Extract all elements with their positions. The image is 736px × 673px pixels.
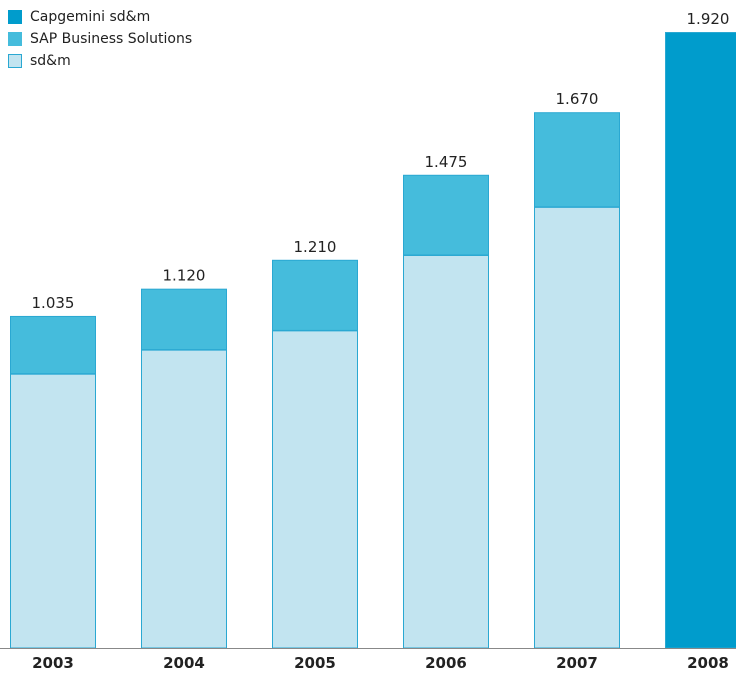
total-label-2008: 1.920	[687, 10, 730, 28]
legend-swatch-sdm	[8, 54, 22, 68]
legend-label: SAP Business Solutions	[30, 31, 193, 47]
legend-item-sap: SAP Business Solutions	[8, 28, 192, 50]
bar-sd-m-2006	[403, 254, 489, 649]
bar-sap-business-solutions-2005	[272, 259, 358, 331]
bar-sd-m-2004	[141, 349, 227, 649]
legend-item-sdm: sd&m	[8, 50, 192, 72]
bar-sap-business-solutions-2006	[403, 174, 489, 256]
legend: Capgemini sd&m SAP Business Solutions sd…	[8, 6, 192, 72]
bar-sap-business-solutions-2004	[141, 288, 227, 351]
category-label-2007: 2007	[556, 654, 598, 672]
bar-sap-business-solutions-2003	[10, 315, 96, 375]
legend-label: Capgemini sd&m	[30, 9, 151, 25]
category-label-2005: 2005	[294, 654, 336, 672]
category-label-2008: 2008	[687, 654, 729, 672]
total-label-2006: 1.475	[425, 153, 468, 171]
bar-sd-m-2003	[10, 373, 96, 649]
total-label-2004: 1.120	[163, 267, 206, 285]
legend-label: sd&m	[30, 53, 71, 69]
bar-sd-m-2005	[272, 330, 358, 649]
legend-swatch-sap	[8, 32, 22, 46]
bar-sap-business-solutions-2007	[534, 112, 620, 208]
category-label-2003: 2003	[32, 654, 74, 672]
bar-capgemini-sd-m-2008	[665, 32, 736, 649]
category-label-2006: 2006	[425, 654, 467, 672]
total-label-2003: 1.035	[32, 294, 75, 312]
category-label-2004: 2004	[163, 654, 205, 672]
bar-sd-m-2007	[534, 206, 620, 649]
total-label-2005: 1.210	[294, 238, 337, 256]
legend-item-capgemini: Capgemini sd&m	[8, 6, 192, 28]
legend-swatch-capgemini	[8, 10, 22, 24]
total-label-2007: 1.670	[556, 90, 599, 108]
